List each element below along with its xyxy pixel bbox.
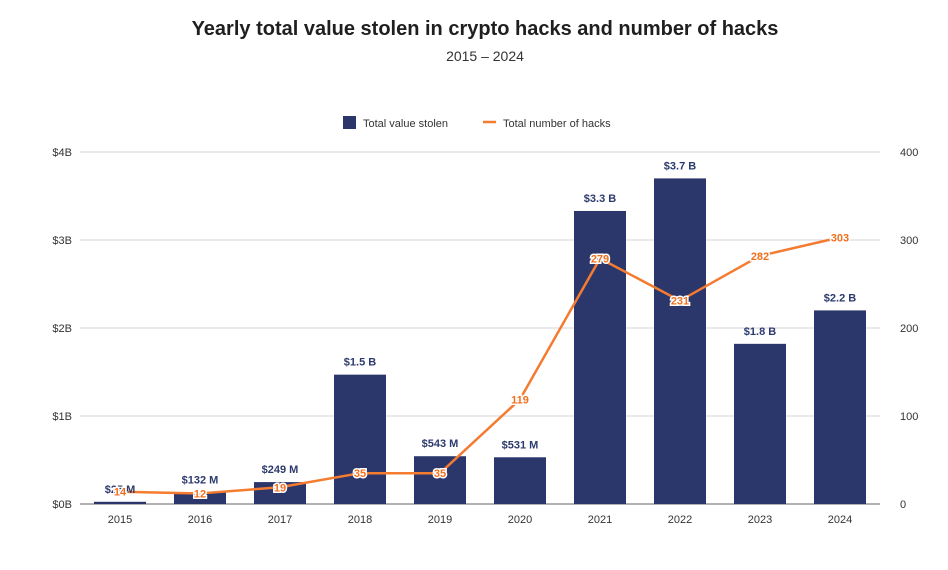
line-label-2019: 35 [434, 468, 446, 480]
line-label-2018: 35 [354, 468, 366, 480]
y-left-tick-label: $3B [52, 235, 72, 247]
line-label-2015: 14 [114, 487, 127, 499]
line-point-2015 [118, 489, 122, 494]
hacks-line [119, 236, 841, 495]
x-tick-label: 2019 [428, 514, 452, 526]
line-label-2024: 303 [831, 232, 849, 244]
bars [94, 178, 866, 504]
y-left-tick-label: $1B [52, 411, 72, 423]
line-point-2020 [518, 397, 522, 402]
data-labels: $25 M $132 M $249 M $1.5 B $543 M $531 M $3.3 … [105, 160, 857, 502]
y-right-tick-label: 200 [900, 323, 918, 335]
bar-2019 [414, 456, 466, 504]
line-point-2019 [438, 471, 442, 476]
y-left-tick-label: $2B [52, 323, 72, 335]
bar-label-2021: $3.3 B [584, 193, 616, 205]
bar-label-2019: $543 M [422, 438, 459, 450]
bar-label-2020: $531 M [502, 439, 539, 451]
x-tick-label: 2022 [668, 514, 692, 526]
y-axis-right: 0 100 200 300 400 [900, 147, 918, 511]
y-right-tick-label: 0 [900, 499, 906, 511]
hacks-line-series [118, 235, 842, 496]
legend-label-total-value-stolen: Total value stolen [363, 118, 448, 130]
line-point-2018 [358, 471, 362, 476]
x-tick-label: 2024 [828, 514, 852, 526]
y-right-tick-label: 400 [900, 147, 918, 159]
x-axis: 2015 2016 2017 2018 2019 2020 2021 2022 2023 2024 [108, 514, 852, 526]
line-label-2023: 282 [751, 251, 769, 263]
line-label-2022: 231 [671, 296, 689, 308]
bar-2024 [814, 310, 866, 504]
legend-swatch-total-value-stolen [343, 116, 356, 129]
y-left-tick-label: $4B [52, 147, 72, 159]
x-tick-label: 2018 [348, 514, 372, 526]
line-point-2023 [758, 253, 762, 258]
line-label-2016: 12 [194, 488, 206, 500]
bar-label-2016: $132 M [182, 474, 219, 486]
line-point-2021 [598, 256, 602, 261]
bar-label-2022: $3.7 B [664, 160, 696, 172]
y-right-tick-label: 100 [900, 411, 918, 423]
bar-2023 [734, 343, 786, 504]
bar-label-2018: $1.5 B [344, 357, 376, 369]
x-tick-label: 2015 [108, 514, 132, 526]
x-tick-label: 2017 [268, 514, 292, 526]
chart-title: Yearly total value stolen in crypto hack… [191, 18, 779, 40]
bar-2020 [494, 457, 546, 504]
bar-2016 [174, 492, 226, 504]
x-tick-label: 2021 [588, 514, 612, 526]
x-tick-label: 2020 [508, 514, 532, 526]
line-label-2017: 19 [274, 482, 286, 494]
line-label-2020: 119 [511, 394, 529, 406]
y-axis-left: $0B $1B $2B $3B $4B [52, 147, 72, 511]
line-point-2017 [278, 485, 282, 490]
line-label-2021: 279 [591, 253, 609, 265]
bar-2015 [94, 501, 146, 504]
bar-2018 [334, 374, 386, 504]
legend-label-total-number-of-hacks: Total number of hacks [503, 118, 611, 130]
y-right-tick-label: 300 [900, 235, 918, 247]
bar-label-2024: $2.2 B [824, 292, 856, 304]
x-tick-label: 2016 [188, 514, 212, 526]
line-point-2024 [838, 235, 842, 240]
bar-2022 [654, 178, 706, 504]
chart-subtitle: 2015 – 2024 [446, 48, 524, 64]
bar-label-2017: $249 M [262, 464, 299, 476]
bar-label-2023: $1.8 B [744, 326, 776, 338]
bar-label-2015: $25 M [105, 484, 136, 496]
line-point-2022 [678, 298, 682, 303]
line-point-2016 [198, 491, 202, 496]
legend: Total value stolen Total number of hacks [343, 116, 611, 130]
x-tick-label: 2023 [748, 514, 772, 526]
y-left-tick-label: $0B [52, 499, 72, 511]
